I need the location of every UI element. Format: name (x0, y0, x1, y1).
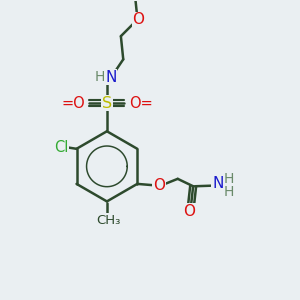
Text: N: N (105, 70, 116, 85)
Text: N: N (212, 176, 224, 191)
Text: O: O (183, 204, 195, 219)
Text: S: S (102, 95, 112, 110)
Text: H: H (224, 185, 234, 199)
Text: Cl: Cl (54, 140, 68, 155)
Text: =O: =O (61, 95, 85, 110)
Text: O: O (132, 12, 144, 27)
Text: H: H (224, 172, 234, 186)
Text: O=: O= (129, 95, 153, 110)
Text: O: O (153, 178, 165, 193)
Text: H: H (94, 70, 105, 84)
Text: CH₃: CH₃ (96, 214, 120, 226)
